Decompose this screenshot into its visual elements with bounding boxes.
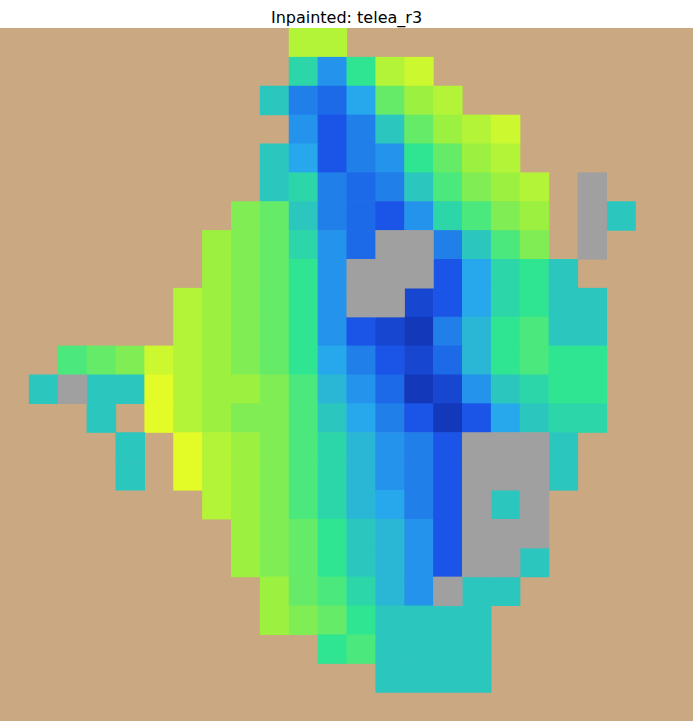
svg-text:Inpainted: telea_r3: Inpainted: telea_r3 [271, 8, 422, 28]
